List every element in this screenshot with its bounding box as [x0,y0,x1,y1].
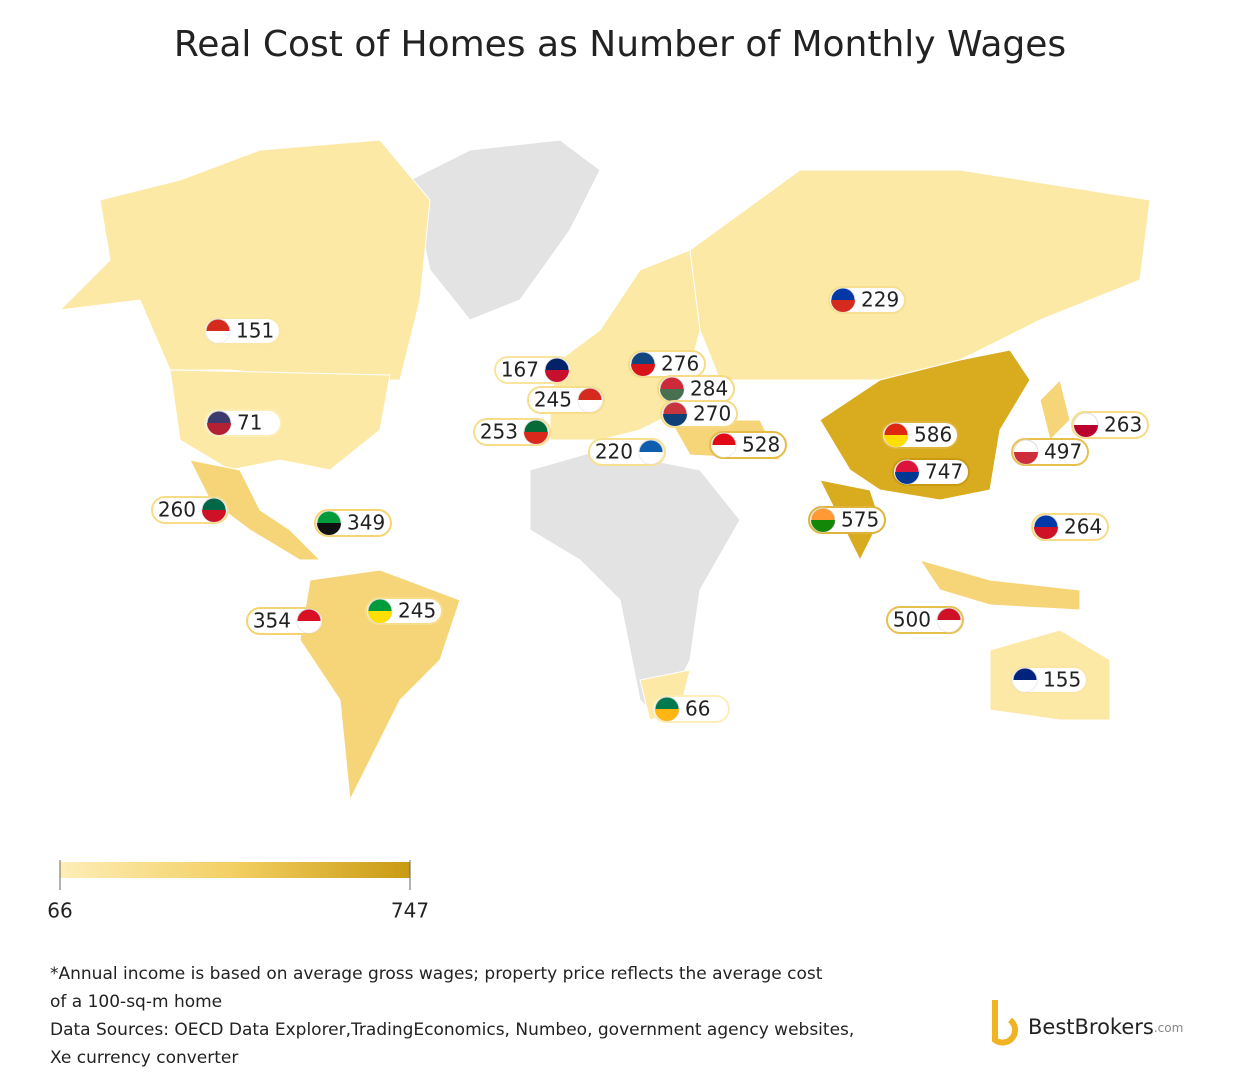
marker-value: 229 [861,288,899,312]
marker-value: 245 [534,388,572,412]
marker: 66 [652,695,730,723]
marker: 528 [709,431,787,459]
notes: *Annual income is based on average gross… [50,964,854,1068]
marker: 276 [628,350,706,378]
flag-detail [631,364,655,376]
marker-value: 264 [1064,515,1102,539]
marker: 167 [494,356,572,384]
marker: 253 [473,418,551,446]
legend-tick-label: 66 [47,899,72,923]
marker: 229 [828,286,906,314]
flag-detail [202,510,226,522]
flag-detail [639,452,663,464]
flag-detail [831,300,855,312]
marker-value: 253 [480,420,518,444]
marker: 270 [660,400,738,428]
flag-detail [937,620,961,632]
marker: 220 [588,438,666,466]
marker: 586 [881,421,959,449]
flag-detail [712,445,736,457]
flag-detail [660,389,684,401]
marker-value: 747 [925,460,963,484]
legend-bar [60,862,410,878]
marker-value: 245 [398,599,436,623]
map-background [58,139,1151,802]
legend: 66 747 [47,860,429,923]
marker: 260 [151,496,229,524]
marker-value: 276 [661,352,699,376]
flag-detail [545,370,569,382]
logo-suffix: .com [1154,1021,1183,1035]
flag-detail [655,709,679,721]
marker: 349 [314,509,392,537]
flag-detail [1013,680,1037,692]
marker: 575 [808,506,886,534]
flag-detail [1074,425,1098,437]
flag-detail [524,432,548,444]
flag-detail [1014,452,1038,464]
marker: 151 [203,317,281,345]
marker-value: 500 [893,608,931,632]
marker: 284 [657,375,735,403]
marker-value: 71 [237,411,262,435]
flag-detail [317,523,341,535]
note-line: *Annual income is based on average gross… [50,964,823,984]
note-line: Xe currency converter [50,1048,238,1068]
flag-detail [895,472,919,484]
note-line: Data Sources: OECD Data Explorer,Trading… [50,1020,854,1040]
flag-detail [207,423,231,435]
marker: 264 [1031,513,1109,541]
marker: 71 [204,409,282,437]
marker: 354 [246,607,324,635]
marker-value: 66 [685,697,710,721]
marker-value: 586 [914,423,952,447]
logo: BestBrokers.com [992,1000,1183,1046]
marker: 263 [1071,411,1149,439]
flag-detail [811,520,835,532]
marker: 500 [886,606,964,634]
marker: 245 [527,386,605,414]
marker: 245 [365,597,443,625]
marker-value: 220 [595,440,633,464]
marker-value: 260 [158,498,196,522]
flag-detail [663,414,687,426]
legend-tick-label: 747 [391,899,429,923]
logo-icon [992,1000,1018,1046]
marker-value: 270 [693,402,731,426]
flag-detail [1034,527,1058,539]
marker: 155 [1010,666,1088,694]
marker-value: 497 [1044,440,1082,464]
marker-value: 155 [1043,668,1081,692]
flag-detail [297,621,321,633]
chart-title: Real Cost of Homes as Number of Monthly … [174,24,1066,65]
flag-detail [578,400,602,412]
marker-value: 349 [347,511,385,535]
marker-value: 263 [1104,413,1142,437]
marker: 497 [1011,438,1089,466]
marker-value: 575 [841,508,879,532]
marker-value: 151 [236,319,274,343]
marker: 747 [892,458,970,486]
flag-detail [206,331,230,343]
logo-name: BestBrokers.com [1028,1015,1183,1039]
marker-value: 284 [690,377,728,401]
note-line: of a 100-sq-m home [50,992,222,1012]
marker-value: 528 [742,433,780,457]
marker-value: 354 [253,609,291,633]
flag-detail [884,435,908,447]
logo-name-text: BestBrokers [1028,1015,1154,1039]
flag-detail [368,611,392,623]
marker-value: 167 [501,358,539,382]
